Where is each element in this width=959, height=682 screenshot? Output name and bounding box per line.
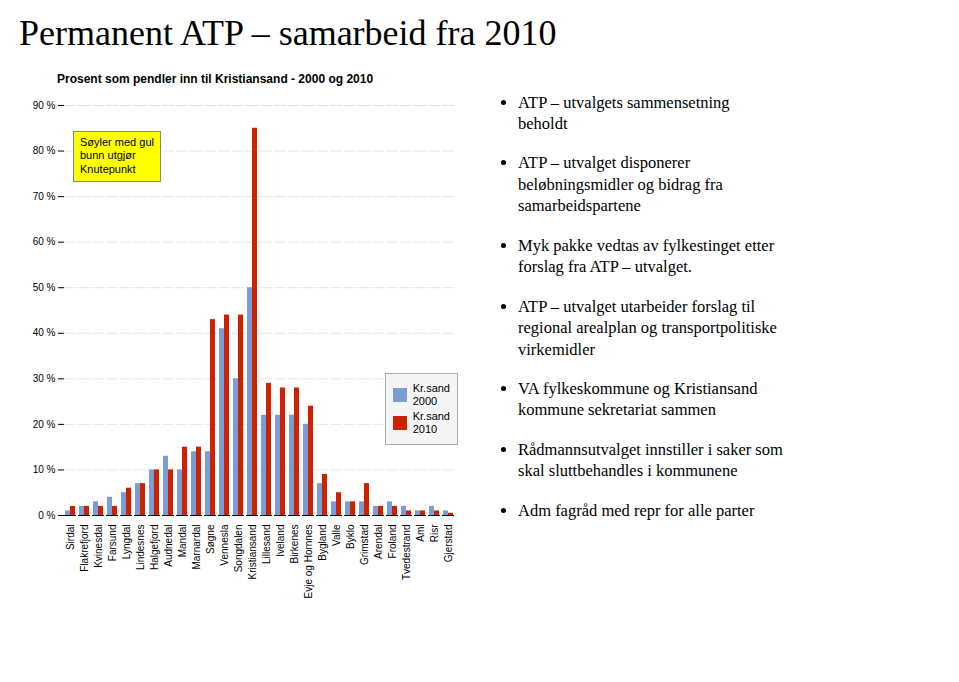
svg-text:Arendal: Arendal [373,524,384,558]
svg-text:Grimstad: Grimstad [359,524,370,565]
svg-text:Birkenes: Birkenes [289,524,300,563]
svg-text:Lindesnes: Lindesnes [135,524,146,570]
svg-text:Halgefjord: Halgefjord [149,524,160,570]
html-text:Kr.sand 2010: Kr.sand 2010 [412,410,450,435]
svg-text:40 %: 40 % [33,327,56,338]
html-text:Søyler med gul bunn utgjør Knu: Søyler med gul bunn utgjør Knutepunkt [80,135,154,176]
svg-text:Songdalen: Songdalen [233,524,244,572]
html-text:Permanent ATP – samarbeid fra: Permanent ATP – samarbeid fra 2010 [19,13,557,53]
svg-text:80 %: 80 % [33,145,56,156]
svg-text:Risr: Risr [429,523,440,541]
html-text:Adm fagråd med repr for alle p: Adm fagråd med repr for alle parter [518,500,755,520]
svg-text:Evje og Hornnes: Evje og Hornnes [303,524,314,598]
svg-text:Søgne: Søgne [205,524,216,554]
svg-text:Lillesand: Lillesand [261,524,272,563]
svg-text:Sirdal: Sirdal [65,524,76,550]
html-text:ATP – utvalgets sammensetning: ATP – utvalgets sammensetning beholdt [518,92,730,133]
svg-text:10 %: 10 % [33,464,56,475]
svg-text:70 %: 70 % [33,190,56,201]
svg-text:Aml: Aml [415,524,426,541]
svg-text:Vennesla: Vennesla [219,524,230,566]
svg-text:Valle: Valle [331,524,342,546]
svg-text:Gjerstad: Gjerstad [443,524,454,562]
svg-text:Bygland: Bygland [317,524,328,560]
html-text:ATP – utvalget utarbeider fors: ATP – utvalget utarbeider forslag til re… [518,296,777,359]
svg-text:0 %: 0 % [38,509,55,520]
html-text:Kr.sand 2000: Kr.sand 2000 [412,382,450,407]
svg-text:60 %: 60 % [33,236,56,247]
svg-text:Kvinesdal: Kvinesdal [93,524,104,567]
svg-text:Farsund: Farsund [107,524,118,561]
svg-text:50 %: 50 % [33,282,56,293]
svg-text:Marnardal: Marnardal [191,524,202,569]
html-text:Myk pakke vedtas av fylkesting: Myk pakke vedtas av fylkestinget etter f… [518,235,775,277]
html-text:Rådmannsutvalget innstiller i: Rådmannsutvalget innstiller i saker som … [518,439,783,481]
svg-text:Lyngdal: Lyngdal [121,524,132,559]
svg-text:Audnedal: Audnedal [163,524,174,566]
svg-text:30 %: 30 % [33,373,56,384]
svg-text:Tvedestrand: Tvedestrand [401,524,412,580]
html-text:VA fylkeskommune og Kristiansa: VA fylkeskommune og Kristiansand kommune… [518,379,758,420]
html-text:Prosent som pendler inn til Kr: Prosent som pendler inn til Kristiansand… [57,71,374,86]
svg-text:90 %: 90 % [33,99,56,110]
svg-text:Flakrefjord: Flakrefjord [79,524,90,571]
html-text:ATP – utvalget disponerer belø: ATP – utvalget disponerer beløbningsmidl… [518,153,723,216]
svg-text:Kristiansand: Kristiansand [247,524,258,579]
svg-text:Byklo: Byklo [345,524,356,549]
svg-text:Froland: Froland [387,524,398,558]
svg-text:Iveland: Iveland [275,524,286,556]
svg-text:Mandal: Mandal [177,524,188,557]
svg-text:20 %: 20 % [33,418,56,429]
